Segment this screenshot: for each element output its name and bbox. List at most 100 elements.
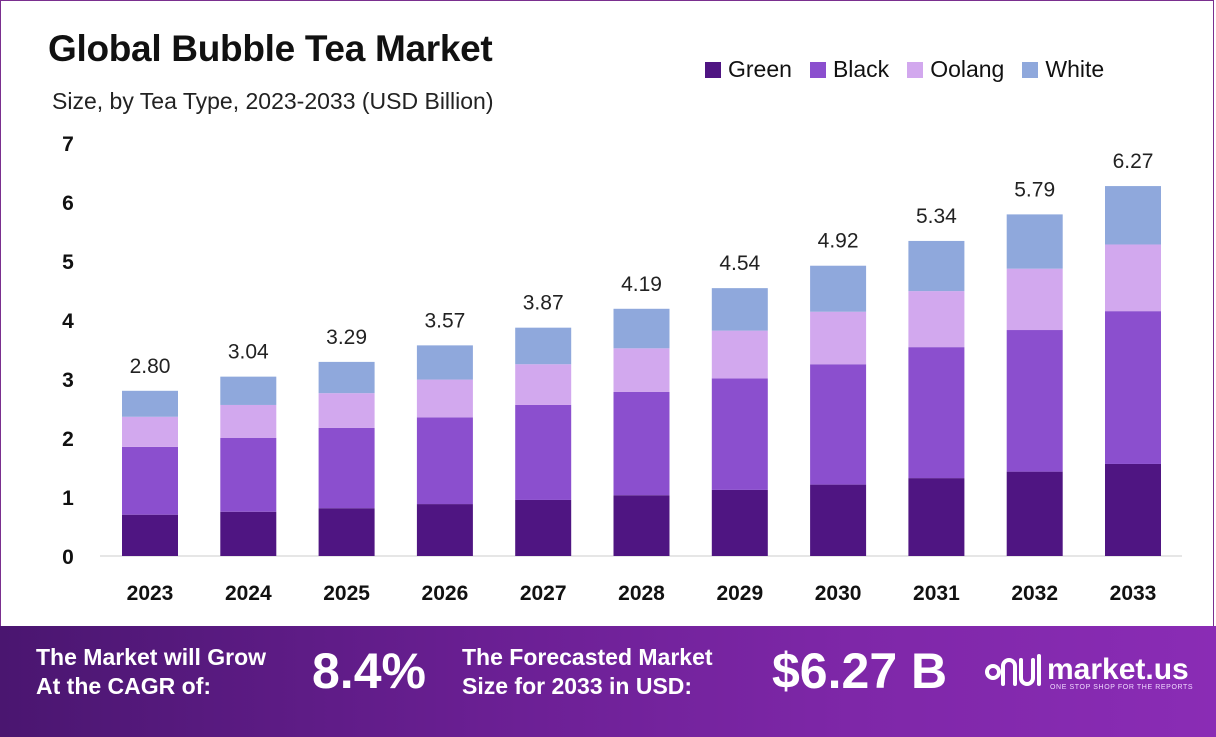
y-tick-label: 3 (62, 369, 74, 392)
bar-segment-white-2033 (1105, 186, 1161, 245)
y-tick-label: 7 (62, 133, 74, 156)
x-tick-label: 2027 (520, 582, 567, 605)
bar-segment-green-2025 (318, 508, 375, 556)
bar-segment-black-2024 (220, 438, 277, 512)
chart-title: Global Bubble Tea Market (48, 28, 493, 69)
brand-name: market.us (1047, 653, 1189, 686)
bar-segment-black-2032 (1006, 330, 1063, 472)
y-tick-label: 6 (62, 192, 74, 215)
x-tick-label: 2031 (913, 582, 960, 605)
bar-segment-oolang-2027 (515, 364, 572, 405)
bar-segment-black-2031 (908, 347, 965, 479)
bar-total-label: 5.79 (1014, 178, 1055, 201)
forecast-value: $6.27 B (772, 643, 948, 699)
y-tick-label: 4 (62, 310, 74, 333)
y-tick-label: 1 (62, 487, 74, 510)
legend-swatch-white (1022, 61, 1039, 78)
legend-item-oolang: Oolang (907, 56, 1004, 83)
x-axis-ticks: 2023 2024 2025 2026 2027 2028 2029 2030 2031 2032… (127, 582, 1157, 605)
bar-total-label: 3.57 (424, 309, 465, 332)
total-labels: 2.80 3.04 3.29 3.57 3.87 4.19 4.54 4.92 5.34 5.79… (130, 150, 1154, 378)
x-tick-label: 2026 (422, 582, 469, 605)
x-tick-label: 2033 (1110, 582, 1157, 605)
bar-segment-white-2031 (908, 240, 965, 292)
bar-segment-oolang-2031 (908, 291, 965, 348)
bar-segment-white-2024 (220, 376, 277, 405)
bar-segment-green-2024 (220, 511, 277, 556)
stacked-bar-chart: 0 1 2 3 4 5 6 7 2.80 3.04 3.29 3.57 3.87 4.19 4.54 4.9… (62, 133, 1182, 605)
bar-segment-black-2029 (711, 378, 768, 490)
legend-swatch-black (809, 61, 826, 78)
bar-total-label: 2.80 (130, 355, 171, 378)
bar-segment-oolang-2029 (711, 330, 768, 379)
forecast-label-line1: The Forecasted Market (462, 644, 713, 670)
bar-segment-white-2032 (1006, 214, 1063, 269)
legend-swatch-green (705, 61, 721, 78)
y-tick-label: 2 (62, 428, 74, 451)
footer-banner: The Market will Grow At the CAGR of: 8.4… (0, 626, 1216, 737)
legend-label-green: Green (728, 56, 792, 82)
x-tick-label: 2028 (618, 582, 665, 605)
bar-segment-black-2030 (810, 364, 867, 485)
y-tick-label: 0 (62, 546, 74, 569)
x-tick-label: 2030 (815, 582, 862, 605)
bar-segment-green-2030 (810, 484, 867, 556)
bar-segment-white-2029 (711, 288, 768, 331)
bar-segment-oolang-2030 (810, 311, 867, 365)
bar-segment-green-2027 (515, 499, 572, 556)
legend-label-white: White (1045, 56, 1105, 82)
y-axis-ticks: 0 1 2 3 4 5 6 7 (62, 133, 74, 569)
legend-label-black: Black (832, 56, 890, 82)
bar-segment-oolang-2032 (1006, 268, 1063, 331)
bar-segment-green-2028 (613, 495, 670, 556)
legend-item-white: White (1022, 56, 1104, 83)
bar-segment-black-2023 (122, 446, 178, 515)
bar-total-label: 4.92 (818, 230, 859, 253)
x-tick-label: 2023 (127, 582, 174, 605)
bar-segment-oolang-2033 (1105, 244, 1161, 312)
cagr-value: 8.4% (312, 643, 426, 699)
bar-segment-black-2028 (613, 391, 670, 496)
forecast-label: The Forecasted Market Size for 2033 in U… (462, 643, 713, 701)
bar-segment-green-2031 (908, 478, 965, 556)
x-tick-label: 2032 (1011, 582, 1058, 605)
bar-segment-green-2029 (711, 489, 768, 556)
cagr-label-line1: The Market will Grow (36, 644, 267, 670)
legend-item-green: Green (705, 56, 792, 83)
legend-item-black: Black (809, 56, 890, 83)
bar-total-label: 3.29 (326, 326, 367, 349)
brand-tagline: ONE STOP SHOP FOR THE REPORTS (1050, 684, 1194, 691)
bar-segment-green-2033 (1105, 463, 1161, 556)
bar-total-label: 4.19 (621, 273, 662, 296)
cagr-label-line2: At the CAGR of: (36, 673, 212, 699)
bar-segment-white-2028 (613, 308, 670, 349)
bar-total-label: 4.54 (719, 252, 760, 275)
bar-total-label: 3.04 (228, 341, 269, 364)
bar-segment-green-2032 (1006, 471, 1063, 556)
bar-segment-black-2026 (416, 417, 473, 505)
bar-segment-green-2026 (416, 504, 473, 556)
brand-logo: market.us (985, 650, 1189, 690)
legend-swatch-oolang (907, 61, 924, 78)
market-us-logo-icon (985, 654, 1041, 686)
cagr-label: The Market will Grow At the CAGR of: (36, 643, 266, 701)
bar-total-label: 6.27 (1113, 150, 1154, 173)
y-tick-label: 5 (62, 251, 74, 274)
bar-segment-oolang-2026 (416, 379, 473, 418)
bar-segment-black-2027 (515, 404, 572, 500)
forecast-label-line2: Size for 2033 in USD: (462, 673, 693, 699)
bar-segment-white-2025 (318, 361, 375, 394)
bar-segment-white-2027 (515, 327, 572, 365)
bar-total-label: 3.87 (523, 292, 564, 315)
x-tick-label: 2024 (225, 582, 272, 605)
chart-subtitle: Size, by Tea Type, 2023-2033 (USD Billio… (52, 88, 494, 114)
bar-segment-oolang-2024 (220, 404, 277, 438)
legend-label-oolang: Oolang (930, 56, 1005, 82)
bar-segment-white-2030 (810, 265, 867, 312)
bar-total-label: 5.34 (916, 205, 957, 228)
bar-segment-green-2023 (122, 514, 178, 556)
bar-segment-oolang-2025 (318, 393, 375, 428)
bar-segment-white-2023 (122, 390, 178, 417)
bars-group (122, 186, 1161, 556)
bar-segment-black-2025 (318, 427, 375, 509)
